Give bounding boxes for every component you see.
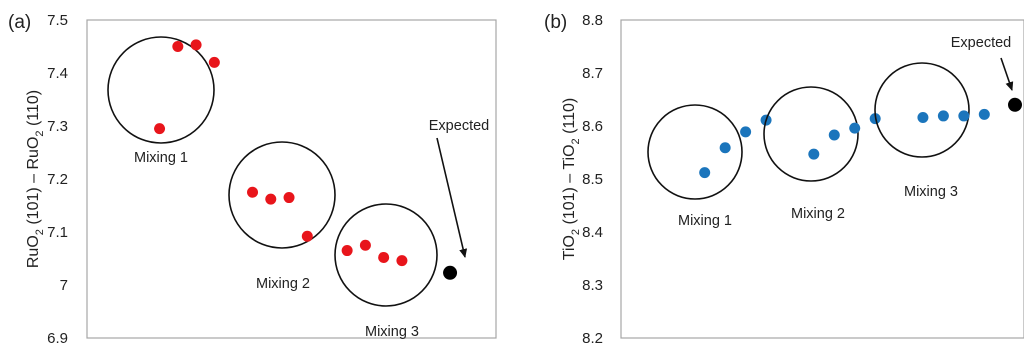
panel-a-label: (a) <box>8 12 31 33</box>
panel-b-expected-label: Expected <box>951 35 1011 51</box>
panel-a-ytick-label: 7.1 <box>47 224 68 241</box>
panel-b-ytick-label: 8.6 <box>582 118 603 135</box>
panel-a-ytick-label: 6.9 <box>47 330 68 346</box>
panel-b-mixing-3-label: Mixing 3 <box>904 184 958 200</box>
panel-a-plot-frame <box>86 19 497 339</box>
panel-b-label: (b) <box>544 12 567 33</box>
panel-b-ytick-label: 8.4 <box>582 224 603 241</box>
panel-a-mixing-3-point <box>359 239 371 251</box>
y-axis-label-part: 2 <box>34 130 46 136</box>
panel-a-mixing-3-point <box>378 251 390 263</box>
panel-a-mixing-1-point <box>208 56 220 68</box>
panel-b-y-axis-label: TiO2 (101) – TiO2 (110) <box>561 98 582 261</box>
y-axis-label-part: 2 <box>570 138 582 144</box>
panel-a-mixing-1-point <box>172 41 184 52</box>
panel-b-mixing-3-point <box>937 110 949 122</box>
y-axis-label-part: (110) <box>25 90 42 131</box>
panel-b-mixing-1-circle <box>647 104 743 200</box>
panel-b-mixing-3-point <box>978 108 990 120</box>
panel-b-ytick-label: 8.5 <box>582 171 603 188</box>
panel-b-mixing-2-point <box>828 129 840 141</box>
panel-a-mixing-3-point <box>341 245 353 257</box>
panel-a-mixing-3-circle <box>334 203 438 307</box>
panel-a-mixing-1-label: Mixing 1 <box>134 150 188 166</box>
panel-a-ytick-label: 7 <box>60 277 68 294</box>
y-axis-label-part: (110) <box>561 98 578 139</box>
panel-b-mixing-1-label: Mixing 1 <box>678 213 732 229</box>
panel-a-mixing-2-circle <box>228 141 336 249</box>
panel-a-ytick-label: 7.4 <box>47 65 68 82</box>
panel-b-ytick-label: 8.3 <box>582 277 603 294</box>
panel-a-mixing-2-point <box>265 193 277 205</box>
panel-a-mixing-1-point <box>190 39 202 51</box>
panel-b-mixing-3-circle <box>874 62 970 158</box>
panel-a-expected-label: Expected <box>429 118 489 134</box>
y-axis-label-part: 2 <box>570 229 582 235</box>
panel-b-mixing-1-point <box>719 142 731 154</box>
y-axis-label-part: 2 <box>34 229 46 235</box>
panel-b-mixing-1-point <box>740 126 752 138</box>
panel-b-mixing-2-circle <box>763 86 859 182</box>
panel-b-expected-point <box>1008 97 1022 112</box>
y-axis-label-part: (101) – RuO <box>25 137 42 229</box>
panel-a-mixing-3-label: Mixing 3 <box>365 324 419 340</box>
panel-a-ytick-label: 7.5 <box>47 12 68 29</box>
panel-a-mixing-1-circle <box>107 36 215 144</box>
panel-b-mixing-3-point <box>958 110 970 122</box>
panel-b-ytick-label: 8.2 <box>582 330 603 346</box>
panel-b-plot-frame <box>620 19 1024 339</box>
panel-b-mixing-2-point <box>849 122 861 134</box>
panel-b-ytick-label: 8.8 <box>582 12 603 29</box>
panel-a-mixing-2-point <box>301 230 313 242</box>
panel-a-expected-arrow <box>436 137 468 258</box>
panel-a-ytick-label: 7.3 <box>47 118 68 135</box>
panel-a-y-axis-label: RuO2 (101) – RuO2 (110) <box>25 90 46 268</box>
panel-a-mixing-1-point <box>154 123 166 135</box>
panel-b-mixing-2-label: Mixing 2 <box>791 206 845 222</box>
panel-b-mixing-2-point <box>808 148 820 160</box>
panel-a-expected-point <box>443 265 458 280</box>
panel-a-mixing-3-point <box>396 255 408 267</box>
panel-a-mixing-2-point <box>247 186 259 198</box>
panel-b-mixing-3-point <box>917 112 929 124</box>
panel-a-ytick-label: 7.2 <box>47 171 68 188</box>
panel-a-mixing-2-label: Mixing 2 <box>256 276 310 292</box>
panel-a-mixing-2-point <box>283 192 295 204</box>
y-axis-label-part: TiO <box>561 235 578 260</box>
panel-b-ytick-label: 8.7 <box>582 65 603 82</box>
y-axis-label-part: (101) – TiO <box>561 144 578 228</box>
y-axis-label-part: RuO <box>25 235 42 268</box>
panel-b-expected-arrow <box>1000 57 1014 91</box>
panel-b-mixing-1-point <box>699 167 711 179</box>
